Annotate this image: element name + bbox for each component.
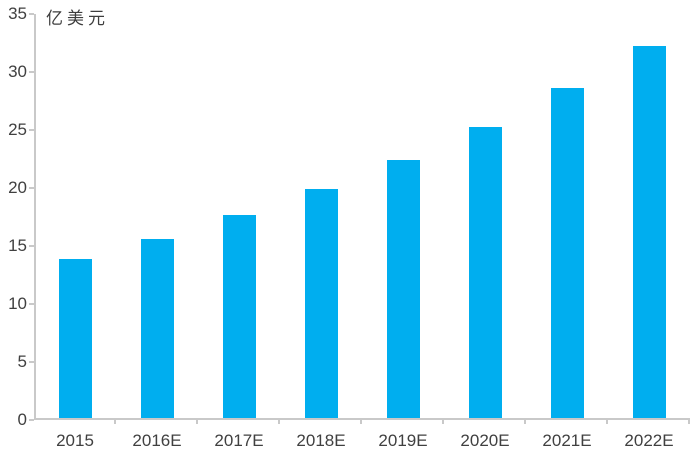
- x-tick-mark: [360, 419, 362, 424]
- x-tick-label: 2018E: [296, 431, 346, 450]
- x-tick-mark: [114, 419, 116, 424]
- x-tick-label: 2017E: [214, 431, 264, 450]
- y-tick-label: 25: [8, 120, 27, 139]
- bar-2016E: [140, 239, 174, 418]
- y-tick-mark: [29, 71, 34, 73]
- y-tick-label: 35: [8, 4, 27, 23]
- plot-area: [34, 14, 690, 420]
- y-tick-label: 0: [17, 410, 27, 429]
- x-tick-label: 2021E: [542, 431, 592, 450]
- bar-2018E: [304, 189, 338, 418]
- x-tick-mark: [524, 419, 526, 424]
- bar-2019E: [386, 160, 420, 418]
- y-tick-mark: [29, 361, 34, 363]
- y-tick-mark: [29, 303, 34, 305]
- y-tick-mark: [29, 129, 34, 131]
- bar-2021E: [550, 88, 584, 418]
- x-tick-label: 2019E: [378, 431, 428, 450]
- y-tick-mark: [29, 245, 34, 247]
- y-tick-label: 5: [17, 352, 27, 371]
- y-tick-label: 10: [8, 294, 27, 313]
- bar-2015: [58, 258, 92, 418]
- y-tick-label: 20: [8, 178, 27, 197]
- y-tick-label: 15: [8, 236, 27, 255]
- bar-2020E: [468, 126, 502, 418]
- y-tick-label: 30: [8, 62, 27, 81]
- x-tick-label: 2022E: [624, 431, 674, 450]
- x-tick-mark: [688, 419, 690, 424]
- x-tick-mark: [278, 419, 280, 424]
- y-tick-mark: [29, 419, 34, 421]
- x-tick-mark: [442, 419, 444, 424]
- x-tick-label: 2020E: [460, 431, 510, 450]
- y-axis-unit-label: 亿美元: [46, 9, 109, 28]
- bar-2017E: [222, 214, 256, 418]
- x-tick-label: 2015: [56, 431, 94, 450]
- y-tick-mark: [29, 13, 34, 15]
- bar-2022E: [632, 46, 666, 418]
- x-tick-mark: [196, 419, 198, 424]
- x-tick-label: 2016E: [132, 431, 182, 450]
- y-tick-mark: [29, 187, 34, 189]
- x-tick-mark: [606, 419, 608, 424]
